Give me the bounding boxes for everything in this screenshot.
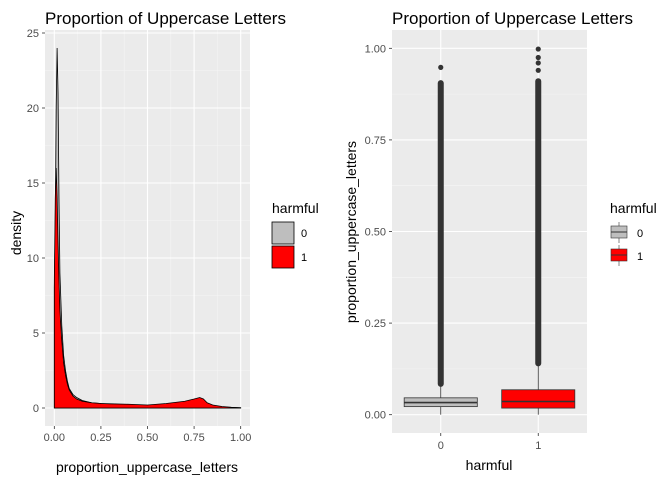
boxplot-outlier-point-1 bbox=[535, 67, 541, 73]
density-x-tick-label: 0.75 bbox=[183, 432, 204, 444]
boxplot-outlier-point-0 bbox=[438, 64, 444, 70]
density-chart-title: Proportion of Uppercase Letters bbox=[45, 9, 286, 28]
density-legend-key-1 bbox=[271, 245, 295, 269]
density-x-tick-label: 0.00 bbox=[44, 432, 65, 444]
density-y-tick-label: 20 bbox=[27, 103, 39, 115]
boxplot-series-group bbox=[403, 46, 576, 415]
boxplot-outlier-point-1 bbox=[535, 60, 541, 66]
density-x-tick-label: 0.50 bbox=[137, 432, 158, 444]
density-x-tick-label: 1.00 bbox=[230, 432, 251, 444]
boxplot-y-tick-label: 0.75 bbox=[365, 135, 386, 147]
density-legend-label-1: 1 bbox=[301, 252, 307, 264]
density-y-tick-label: 0 bbox=[33, 403, 39, 415]
boxplot-y-tick-label: 1.00 bbox=[365, 43, 386, 55]
boxplot-outlier-point-1 bbox=[535, 54, 541, 61]
boxplot-y-tick-label: 0.50 bbox=[365, 227, 386, 239]
density-x-axis-title: proportion_uppercase_letters bbox=[56, 459, 238, 475]
density-y-axis-title: density bbox=[8, 211, 24, 255]
density-legend-label-0: 0 bbox=[301, 228, 307, 240]
density-y-tick-label: 25 bbox=[27, 28, 39, 40]
boxplot-x-tick-label: 0 bbox=[438, 440, 444, 452]
boxplot-legend-title: harmful bbox=[610, 200, 657, 216]
boxplot-legend-key-1 bbox=[610, 245, 628, 266]
density-legend-title: harmful bbox=[272, 200, 319, 216]
density-y-axis: 0 5 10 15 20 25 bbox=[27, 28, 45, 415]
boxplot-x-tick-label: 1 bbox=[535, 440, 541, 452]
boxplot-box-1 bbox=[501, 389, 576, 409]
density-y-tick-label: 15 bbox=[27, 178, 39, 190]
density-series-group bbox=[53, 47, 242, 409]
boxplot-chart-title: Proportion of Uppercase Letters bbox=[392, 9, 633, 28]
density-x-tick-label: 0.25 bbox=[90, 432, 111, 444]
density-y-tick-label: 10 bbox=[27, 253, 39, 265]
density-area-1 bbox=[53, 167, 242, 409]
boxplot-outlier-point-1 bbox=[535, 46, 541, 52]
density-y-tick-label: 5 bbox=[33, 328, 39, 340]
boxplot-legend-label-1: 1 bbox=[637, 251, 643, 263]
boxplot-y-tick-label: 0.25 bbox=[365, 318, 386, 330]
boxplot-legend-key-0 bbox=[610, 222, 628, 243]
density-legend: harmful 0 1 bbox=[271, 200, 319, 269]
boxplot-box-group-0 bbox=[403, 64, 478, 415]
boxplot-y-axis-title: proportion_uppercase_letters bbox=[343, 141, 359, 323]
boxplot-x-axis-title: harmful bbox=[466, 457, 513, 473]
boxplot-y-axis: 0.00 0.25 0.50 0.75 1.00 bbox=[365, 43, 392, 422]
density-chart: Proportion of Uppercase Letters 05101520… bbox=[8, 9, 319, 475]
boxplot-legend-label-0: 0 bbox=[637, 228, 643, 240]
boxplot-chart: Proportion of Uppercase Letters 0.00 0.25… bbox=[343, 9, 657, 473]
boxplot-legend: harmful 0 1 bbox=[610, 200, 657, 266]
boxplot-y-tick-label: 0.00 bbox=[365, 410, 386, 422]
boxplot-box-group-1 bbox=[501, 46, 576, 415]
density-legend-key-0 bbox=[271, 221, 295, 245]
density-x-axis: 0.00 0.25 0.50 0.75 1.00 bbox=[44, 426, 251, 444]
